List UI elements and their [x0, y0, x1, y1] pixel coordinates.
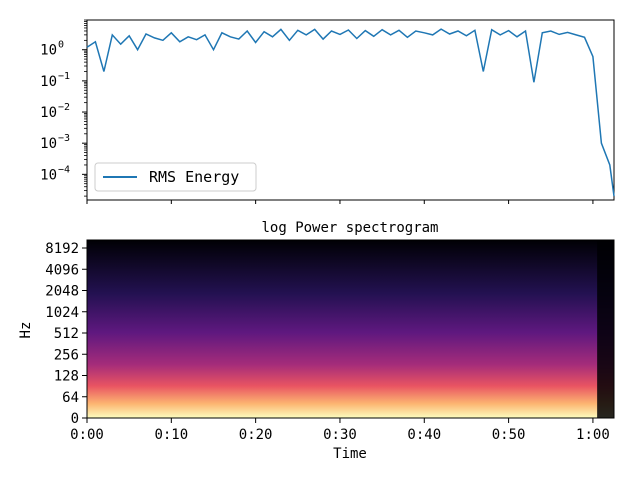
legend: RMS Energy — [94, 162, 257, 192]
spec-x-tick-label: 0:50 — [492, 427, 526, 443]
spectrogram-background — [87, 240, 614, 418]
x-axis-label: Time — [333, 446, 367, 462]
y-axis-label: Hz — [18, 322, 34, 339]
rms-y-tick-exponent: 0 — [58, 40, 64, 51]
spec-y-tick-label: 4096 — [45, 262, 79, 278]
spectrogram-silence — [597, 240, 614, 418]
rms-y-tick-label: 10 — [40, 74, 57, 90]
rms-y-tick-exponent: −4 — [58, 164, 70, 175]
rms-y-tick-exponent: −3 — [58, 133, 70, 144]
rms-y-tick-label: 10 — [40, 43, 57, 59]
spec-y-tick-label: 64 — [62, 390, 79, 406]
rms-series-path — [86, 28, 615, 197]
legend-box — [94, 162, 257, 192]
spec-x-tick-label: 1:00 — [576, 427, 610, 443]
spec-y-tick-label: 0 — [71, 411, 79, 427]
spec-x-tick-label: 0:30 — [323, 427, 357, 443]
spec-x-tick-label: 0:40 — [407, 427, 441, 443]
rms-energy-line — [86, 28, 615, 197]
rms-y-tick-exponent: −1 — [58, 71, 70, 82]
spec-y-tick-label: 512 — [54, 326, 79, 342]
rms-y-tick-label: 10 — [40, 136, 57, 152]
spec-y-tick-label: 128 — [54, 369, 79, 385]
spec-y-tick-label: 1024 — [45, 305, 79, 321]
spectrogram-plot: log Power spectrogram 0 64 128 256 512 1024 20… — [18, 220, 615, 462]
spectrogram-title: log Power spectrogram — [261, 220, 438, 236]
spec-x-tick-label: 0:10 — [154, 427, 188, 443]
spectrogram-y-axis: 0 64 128 256 512 1024 2048 4096 8192 — [45, 241, 87, 427]
rms-y-tick-exponent: −2 — [58, 102, 70, 113]
legend-label: RMS Energy — [149, 168, 239, 186]
spectrogram-x-axis: 0:00 0:10 0:20 0:30 0:40 0:50 1:00 — [70, 418, 610, 443]
spectrogram-image — [87, 240, 614, 418]
spec-y-tick-label: 8192 — [45, 241, 79, 257]
spec-x-tick-label: 0:20 — [239, 427, 273, 443]
spectrogram-frame — [86, 239, 615, 419]
spec-y-tick-label: 256 — [54, 347, 79, 363]
spec-x-tick-label: 0:00 — [70, 427, 104, 443]
rms-x-axis — [86, 200, 594, 204]
rms-y-tick-label: 10 — [40, 105, 57, 121]
rms-y-tick-label: 10 — [40, 167, 57, 183]
spec-y-tick-label: 2048 — [45, 284, 79, 300]
